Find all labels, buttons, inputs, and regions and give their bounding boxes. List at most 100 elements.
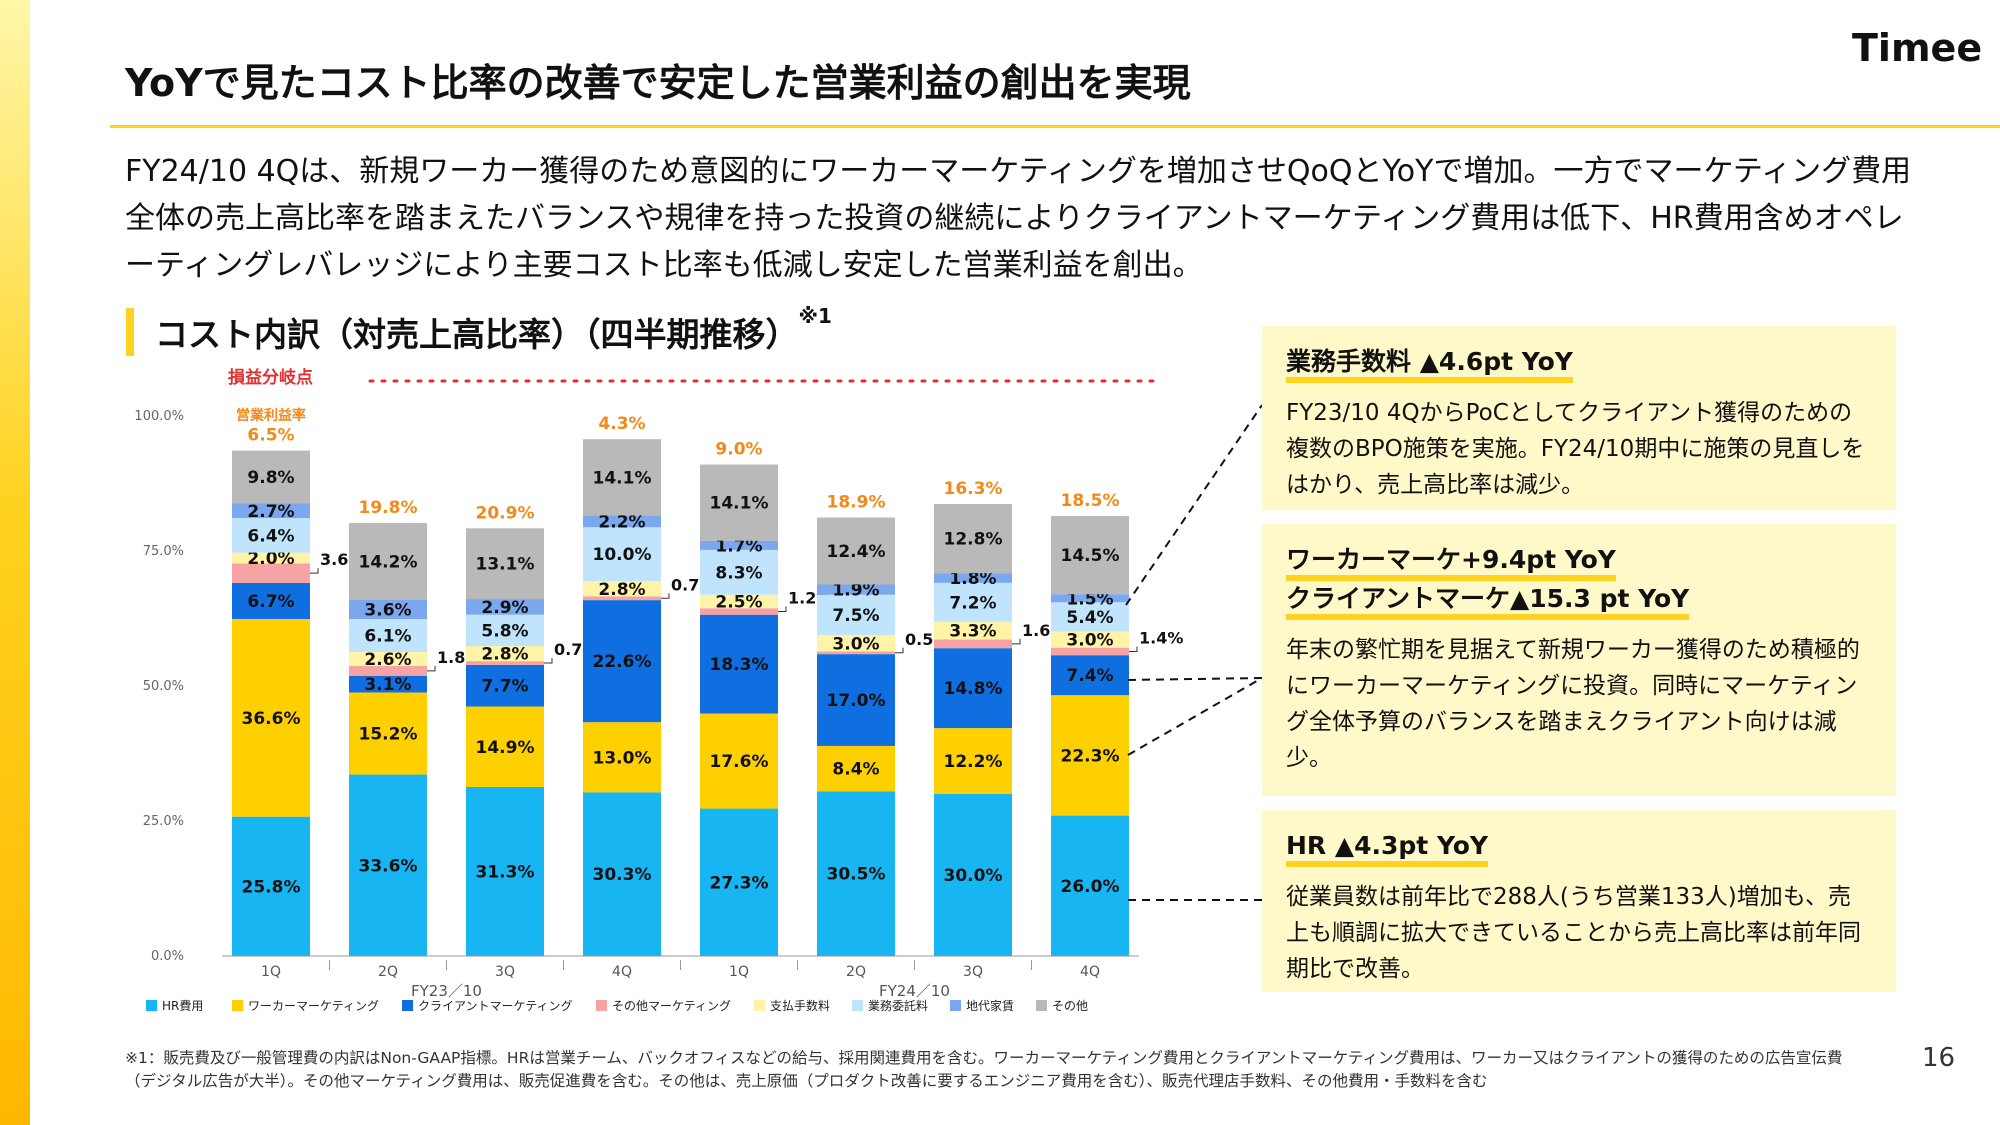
bar-label: 5.8%	[481, 621, 528, 641]
bar-label: 14.8%	[944, 679, 1003, 699]
panel-head: HR ▲4.3pt YoY	[1286, 828, 1872, 867]
bar-label: 14.5%	[1061, 546, 1120, 566]
page-title: YoYで見たコスト比率の改善で安定した営業利益の創出を実現	[125, 61, 1191, 105]
bar-label: 22.3%	[1061, 746, 1120, 766]
bar-segment	[349, 666, 427, 676]
bar-segment	[934, 648, 1012, 729]
bar-label: 7.5%	[832, 606, 879, 626]
bar-segment	[232, 619, 310, 817]
legend-label: HR費用	[162, 998, 203, 1013]
margin-label: 9.0%	[715, 440, 762, 460]
bar-segment	[349, 522, 427, 600]
bar-label: 3.6%	[364, 600, 411, 620]
x-tick-label: 4Q	[1080, 964, 1100, 980]
leader-line	[1129, 646, 1138, 652]
bar-label: 2.6%	[364, 650, 411, 670]
panel-head-line: クライアントマーケ▲15.3 pt YoY	[1286, 584, 1690, 620]
x-tick-label: 2Q	[846, 964, 866, 980]
bar-label: 14.1%	[593, 468, 652, 488]
bar-segment	[349, 692, 427, 775]
bar-label: 7.2%	[949, 593, 996, 613]
section-note-mark: ※1	[798, 304, 832, 328]
leader-line	[1012, 638, 1021, 645]
fiscal-group-label: FY24／10	[879, 982, 950, 1000]
bar-label: 30.0%	[944, 866, 1003, 886]
cost-breakdown-chart: 0.0% 25.0% 50.0% 75.0% 100.0% 25.8% 36.6% 6.7% 3…	[134, 367, 1183, 1013]
y-tick-label: 25.0%	[143, 814, 184, 829]
bar-label: 1.9%	[832, 581, 879, 601]
bar-segment	[700, 808, 778, 956]
legend-swatch	[402, 1000, 413, 1011]
legend-swatch	[754, 1000, 765, 1011]
bar-segment	[817, 745, 895, 792]
bar-label: 7.7%	[481, 677, 528, 697]
bar-segment	[1051, 515, 1129, 595]
panel-body: 従業員数は前年比で288人(うち営業133人)増加も、売上も順調に拡大できている…	[1286, 884, 1861, 982]
bar-segment	[1051, 594, 1129, 603]
leader-line	[427, 665, 436, 672]
section-title-text: コスト内訳（対売上高比率）（四半期推移）	[155, 315, 799, 354]
bar-label: 30.5%	[827, 865, 886, 885]
bar-segment	[934, 573, 1012, 583]
bar-segment	[583, 722, 661, 793]
bar-label: 9.8%	[247, 468, 294, 488]
lead-paragraph: FY24/10 4Qは、新規ワーカー獲得のため意図的にワーカーマーケティングを増…	[125, 154, 1912, 283]
connector-line-2a	[1127, 677, 1263, 681]
legend-swatch	[950, 1000, 961, 1011]
leader-line	[544, 658, 553, 664]
fiscal-group-label: FY23／10	[411, 982, 482, 1000]
legend-label: 支払手数料	[770, 998, 830, 1013]
bar-segment	[232, 582, 310, 620]
bar-label: 22.6%	[593, 652, 652, 672]
bar-segment	[700, 549, 778, 595]
bar-segment	[1051, 631, 1129, 648]
y-tick-label: 75.0%	[143, 544, 184, 559]
bar-segment	[934, 794, 1012, 956]
bar-segment	[934, 728, 1012, 794]
bar-label: 1.5%	[1066, 589, 1113, 609]
bar-label: 12.2%	[944, 752, 1003, 772]
leader-line	[310, 568, 319, 574]
bar-segment	[1051, 815, 1129, 956]
bar-segment	[934, 639, 1012, 649]
bar-label: 3.0%	[832, 634, 879, 654]
bar-segment	[1051, 695, 1129, 816]
bar-segment	[1051, 602, 1129, 632]
bar-segment	[232, 450, 310, 504]
margin-caption: 営業利益率	[236, 407, 306, 424]
bar-label: 6.7%	[247, 592, 294, 612]
left-accent-bar	[0, 0, 30, 1125]
footnote: ※1：販売費及び一般管理費の内訳はNon-GAAP指標。HRは営業チーム、バック…	[125, 1049, 1843, 1090]
bar-label: 2.2%	[598, 512, 645, 532]
legend-label: その他	[1052, 999, 1088, 1013]
bar-label: 3.3%	[949, 622, 996, 642]
bar-segment	[817, 584, 895, 595]
callout-panel-fees: 業務手数料 ▲4.6pt YoY FY23/10 4QからPoCとしてクライアン…	[1262, 326, 1896, 510]
bar-label: 2.5%	[715, 592, 762, 612]
bar-segment	[466, 664, 544, 707]
bar-segment	[466, 528, 544, 600]
bar-segment	[349, 774, 427, 956]
legend-label: 業務委託料	[868, 998, 928, 1013]
bar-segment	[583, 515, 661, 528]
breakeven-label: 損益分岐点	[228, 367, 313, 388]
bar-label: 2.7%	[247, 502, 294, 522]
bar-label: 30.3%	[593, 865, 652, 885]
bar-segment	[817, 791, 895, 956]
panel-head-line: HR ▲4.3pt YoY	[1286, 831, 1489, 867]
bar-segment	[700, 608, 778, 615]
bar-segment	[1051, 655, 1129, 696]
panel-head: 業務手数料 ▲4.6pt YoY	[1286, 344, 1872, 383]
x-tick-label: 1Q	[729, 964, 749, 980]
bar-label: 8.4%	[832, 760, 879, 780]
bar-segment	[583, 596, 661, 601]
bar-segment	[466, 614, 544, 647]
x-tick-label: 1Q	[261, 964, 281, 980]
panel-body: 年末の繁忙期を見据えて新規ワーカー獲得のため積極的にワーカーマーケティングに投資…	[1286, 637, 1860, 771]
callout-panel-marketing: ワーカーマーケ+9.4pt YoY クライアントマーケ▲15.3 pt YoY 年…	[1262, 524, 1896, 796]
margin-label: 18.9%	[827, 493, 886, 513]
x-tick-label: 4Q	[612, 964, 632, 980]
panel-head: ワーカーマーケ+9.4pt YoY クライアントマーケ▲15.3 pt YoY	[1286, 542, 1872, 620]
bar-label: 1.4%	[1139, 628, 1183, 647]
bar-segment	[934, 504, 1012, 574]
